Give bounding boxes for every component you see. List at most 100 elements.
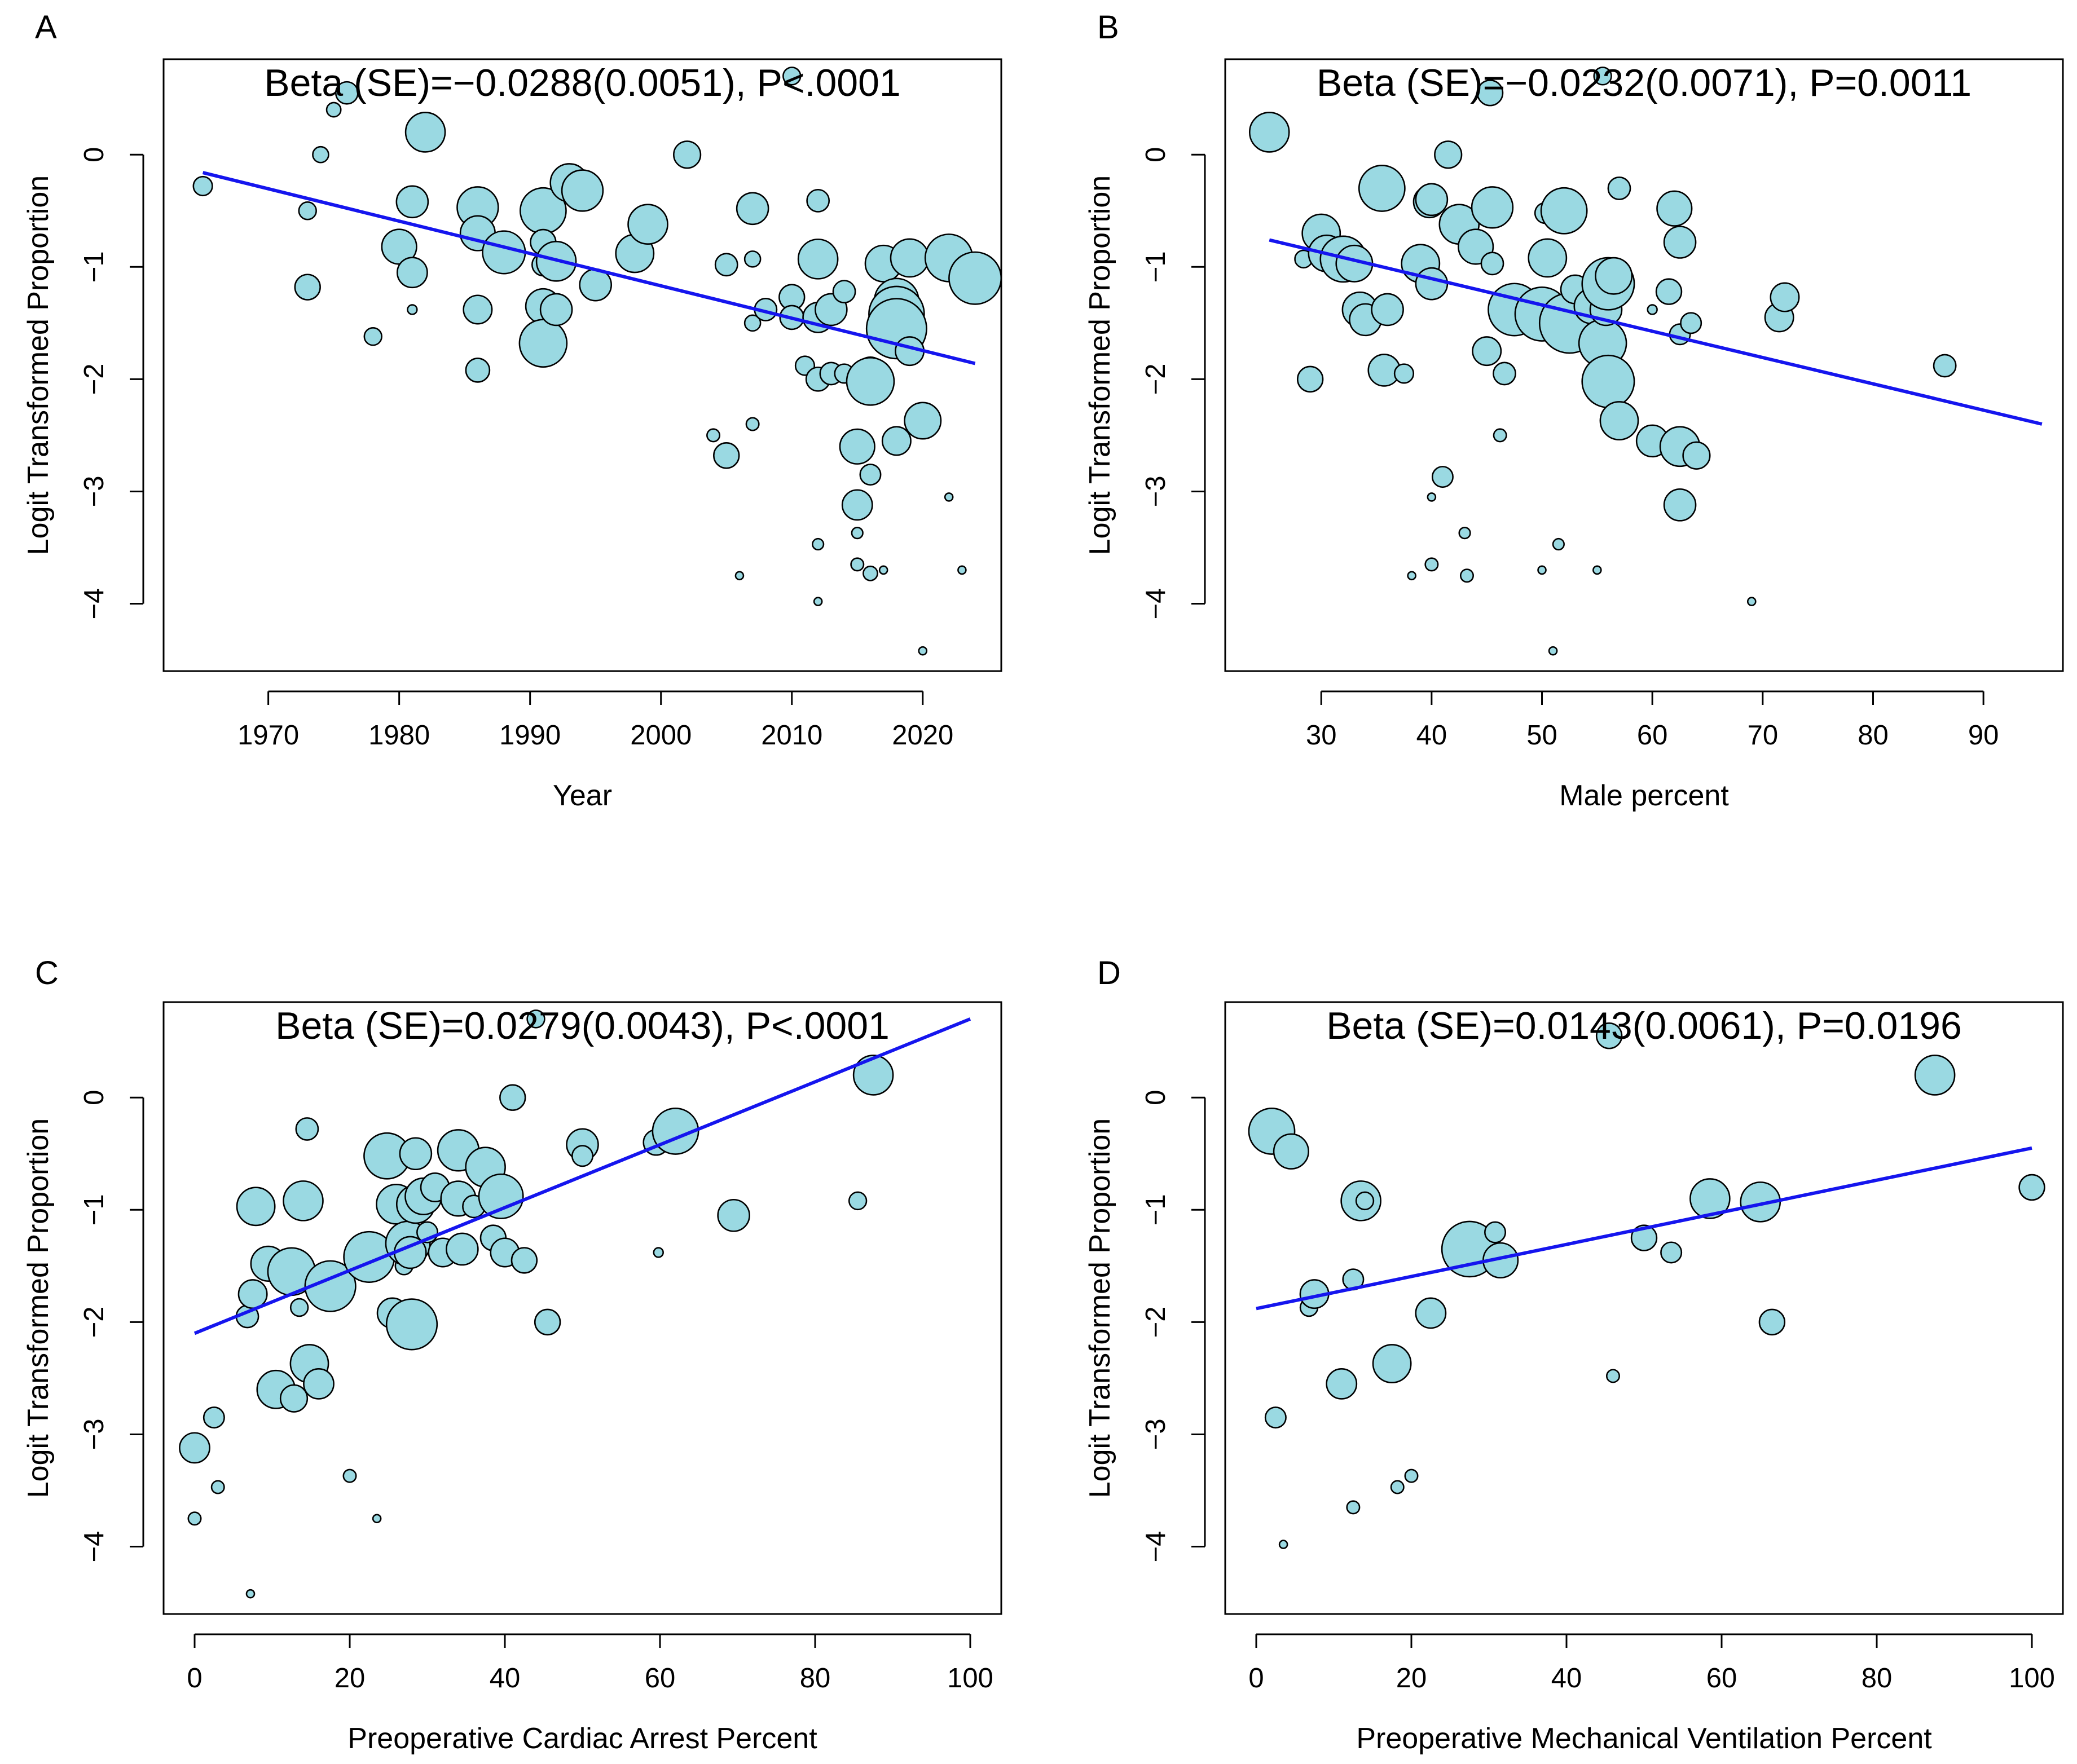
x-axis-title: Year bbox=[553, 779, 612, 812]
data-point bbox=[717, 1198, 750, 1232]
y-tick-label: −4 bbox=[1141, 1531, 1171, 1563]
panel-c: C 0 20 40 60 80 100 Preoperative Cardiac Arres… bbox=[22, 955, 1002, 1755]
data-point bbox=[1264, 1406, 1287, 1429]
x-tick-label: 50 bbox=[1526, 720, 1557, 751]
data-point bbox=[1607, 177, 1631, 200]
data-point bbox=[1404, 1468, 1419, 1483]
data-point bbox=[1595, 257, 1633, 295]
x-tick-label: 0 bbox=[1248, 1663, 1264, 1694]
x-axis-title: Preoperative Cardiac Arrest Percent bbox=[347, 1722, 817, 1755]
data-point bbox=[1540, 187, 1588, 235]
y-tick-label: −2 bbox=[79, 1306, 109, 1338]
data-point bbox=[385, 1298, 438, 1351]
data-point bbox=[734, 571, 745, 581]
plot-frame bbox=[1224, 1001, 2064, 1615]
data-point bbox=[1552, 537, 1565, 551]
data-point bbox=[312, 145, 329, 164]
panel-a: A 1970 1980 1990 2000 2010 2020 Year 0 −1 −2 −3 −4 L… bbox=[22, 9, 1002, 812]
x-tick-label: 20 bbox=[335, 1663, 366, 1694]
x-tick-label: 70 bbox=[1748, 720, 1779, 751]
data-point bbox=[743, 250, 762, 268]
data-point bbox=[526, 1009, 545, 1029]
data-point bbox=[1278, 1540, 1288, 1549]
data-point bbox=[714, 253, 738, 277]
data-point bbox=[948, 251, 1002, 305]
x-tick-label: 40 bbox=[490, 1663, 521, 1694]
y-axis-title: Logit Transformed Proportion bbox=[1084, 175, 1116, 555]
data-point bbox=[325, 102, 342, 118]
data-point bbox=[1346, 1500, 1361, 1515]
data-point bbox=[1427, 492, 1437, 502]
data-point bbox=[863, 565, 878, 581]
x-tick-label: 80 bbox=[1858, 720, 1889, 751]
data-point bbox=[736, 192, 769, 226]
data-point bbox=[627, 204, 668, 245]
data-point bbox=[1484, 1221, 1507, 1243]
data-point bbox=[745, 417, 760, 431]
plot-frame bbox=[162, 58, 1002, 672]
x-axis-title: Male percent bbox=[1559, 779, 1729, 812]
y-tick-label: −1 bbox=[79, 251, 109, 283]
x-tick-label: 100 bbox=[2009, 1663, 2055, 1694]
data-point bbox=[1480, 252, 1504, 276]
data-point bbox=[395, 185, 429, 219]
data-point bbox=[1680, 312, 1702, 334]
data-point bbox=[1458, 527, 1471, 540]
data-point bbox=[534, 1308, 561, 1336]
regression-line bbox=[1269, 238, 2043, 426]
x-tick-label: 2020 bbox=[892, 720, 953, 751]
data-point bbox=[1493, 428, 1507, 443]
data-point bbox=[848, 1191, 868, 1211]
data-point bbox=[1472, 336, 1502, 367]
y-tick-label: 0 bbox=[79, 1090, 109, 1105]
data-point bbox=[1599, 401, 1639, 440]
data-point bbox=[187, 1511, 202, 1526]
panel-c-letter: C bbox=[35, 955, 59, 991]
data-point bbox=[1663, 226, 1697, 259]
data-point bbox=[571, 1145, 593, 1167]
panel-b: B 30 40 50 60 70 80 90 Male percent 0 −1 −2 −3 −4 Log… bbox=[1084, 9, 2064, 812]
data-point bbox=[463, 294, 493, 325]
data-point bbox=[1248, 112, 1290, 153]
regression-line bbox=[202, 171, 976, 365]
panel-d: D 0 20 40 60 80 100 Preoperative Mechanical Ve… bbox=[1084, 955, 2064, 1755]
data-point bbox=[407, 304, 418, 315]
x-tick-label: 30 bbox=[1306, 720, 1337, 751]
y-tick-label: 0 bbox=[1141, 1090, 1171, 1105]
data-point bbox=[1548, 646, 1558, 656]
x-tick-label: 2010 bbox=[761, 720, 822, 751]
data-point bbox=[1655, 278, 1683, 305]
data-point bbox=[1407, 571, 1416, 581]
plot-frame bbox=[1224, 58, 2064, 672]
x-tick-label: 1990 bbox=[499, 720, 561, 751]
data-point bbox=[511, 1247, 538, 1274]
data-point bbox=[1647, 304, 1658, 315]
x-tick-label: 60 bbox=[1706, 1663, 1737, 1694]
data-point bbox=[881, 426, 912, 456]
data-point bbox=[342, 1468, 357, 1483]
x-axis-title: Preoperative Mechanical Ventilation Perc… bbox=[1356, 1722, 1932, 1755]
y-tick-label: −1 bbox=[1141, 1194, 1171, 1225]
data-point bbox=[236, 1187, 276, 1227]
data-point bbox=[1390, 1480, 1405, 1494]
data-point bbox=[518, 319, 568, 368]
data-point bbox=[841, 489, 873, 521]
data-point bbox=[1581, 354, 1635, 408]
data-point bbox=[1371, 293, 1404, 327]
data-point bbox=[1471, 186, 1514, 229]
data-point bbox=[797, 239, 839, 280]
data-point bbox=[706, 428, 721, 443]
regression-line bbox=[1256, 1146, 2032, 1311]
data-point bbox=[1326, 1368, 1358, 1400]
data-point bbox=[944, 492, 954, 502]
data-point bbox=[499, 1084, 526, 1111]
data-point bbox=[1424, 557, 1439, 572]
data-point bbox=[1431, 466, 1454, 488]
plot-frame bbox=[162, 1001, 1002, 1615]
x-tick-label: 2000 bbox=[630, 720, 692, 751]
x-tick-label: 40 bbox=[1416, 720, 1447, 751]
y-tick-label: −3 bbox=[79, 476, 109, 508]
y-tick-label: −3 bbox=[1141, 1419, 1171, 1450]
y-tick-label: −2 bbox=[1141, 363, 1171, 395]
